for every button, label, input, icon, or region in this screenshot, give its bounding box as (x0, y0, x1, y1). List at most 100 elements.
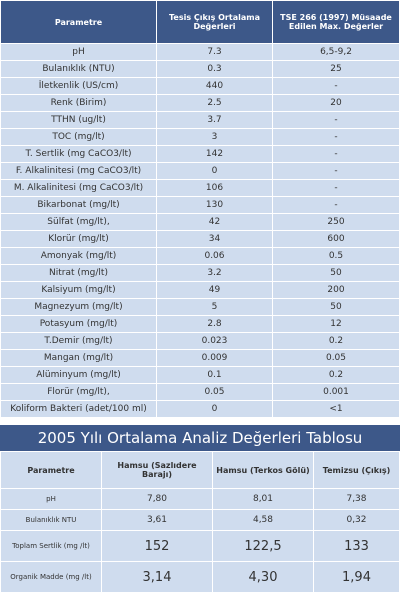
header-cell: Temizsu (Çıkış) (314, 452, 399, 488)
row: Potasyum (mg/lt) 2.8 12 (1, 316, 399, 332)
value-cell: 122,5 (213, 531, 313, 561)
parameter-cell: Bulanıklık (NTU) (1, 61, 156, 77)
value-cell: 0 (157, 163, 272, 179)
value-cell: - (273, 197, 399, 213)
row: T. Sertlik (mg CaCO3/lt) 142- (1, 146, 399, 162)
value-cell: 106 (157, 180, 272, 196)
value-cell: 4,58 (213, 510, 313, 530)
row: İletkenlik (US/cm) 440- (1, 78, 399, 94)
row: TTHN (ug/lt) 3.7- (1, 112, 399, 128)
value-cell: 0.1 (157, 367, 272, 383)
value-cell: 152 (102, 531, 212, 561)
row: T.Demir (mg/lt) 0.023 0.2 (1, 333, 399, 349)
row: Sülfat (mg/lt), 42 250 (1, 214, 399, 230)
value-cell: 0,32 (314, 510, 399, 530)
row: Nitrat (mg/lt) 3.2 50 (1, 265, 399, 281)
value-cell: 34 (157, 231, 272, 247)
table-main: Parametre Tesis Çıkış Ortalama Değerleri T… (1, 1, 399, 417)
parameter-cell: TOC (mg/lt) (1, 129, 156, 145)
value-cell: 3 (157, 129, 272, 145)
value-cell: 0.2 (273, 333, 399, 349)
header-cell: Parametre (1, 1, 156, 43)
value-cell: 2.5 (157, 95, 272, 111)
value-cell: 7.3 (157, 44, 272, 60)
value-cell: - (273, 146, 399, 162)
value-cell: 25 (273, 61, 399, 77)
row: Amonyak (mg/lt) 0.06 0.5 (1, 248, 399, 264)
value-cell: - (273, 163, 399, 179)
header-cell: Parametre (1, 452, 101, 488)
value-cell: 50 (273, 299, 399, 315)
value-cell: 0.3 (157, 61, 272, 77)
value-cell: - (273, 180, 399, 196)
value-cell: 0.001 (273, 384, 399, 400)
row: TOC (mg/lt) 3- (1, 129, 399, 145)
value-cell: 7,80 (102, 489, 212, 509)
value-cell: 440 (157, 78, 272, 94)
value-cell: - (273, 129, 399, 145)
table-title: 2005 Yılı Ortalama Analiz Değerleri Tabl… (0, 425, 400, 451)
parameter-cell: Sülfat (mg/lt), (1, 214, 156, 230)
row: pH 7,80 8,01 7,38 (1, 489, 399, 509)
value-cell: 3,14 (102, 562, 212, 592)
value-cell: 8,01 (213, 489, 313, 509)
value-cell: - (273, 112, 399, 128)
value-cell: 133 (314, 531, 399, 561)
parameter-cell: Magnezyum (mg/lt) (1, 299, 156, 315)
row: Bulanıklık (NTU) 0.3 25 (1, 61, 399, 77)
value-cell: 0.5 (273, 248, 399, 264)
value-cell: 250 (273, 214, 399, 230)
row: M. Alkalinitesi (mg CaCO3/lt) 106- (1, 180, 399, 196)
parameter-cell: Organik Madde (mg /lt) (1, 562, 101, 592)
parameter-cell: pH (1, 489, 101, 509)
parameter-cell: T.Demir (mg/lt) (1, 333, 156, 349)
value-cell: 2.8 (157, 316, 272, 332)
value-cell: 3.2 (157, 265, 272, 281)
row: Mangan (mg/lt) 0.009 0.05 (1, 350, 399, 366)
parameter-cell: Kalsiyum (mg/lt) (1, 282, 156, 298)
header-cell: Hamsu (Terkos Gölü) (213, 452, 313, 488)
table-2005: Parametre Hamsu (Sazlıdere Barajı) Hamsu (… (0, 451, 400, 593)
row: Renk (Birim) 2.5 20 (1, 95, 399, 111)
parameter-cell: Renk (Birim) (1, 95, 156, 111)
row: Klorür (mg/lt) 34 600 (1, 231, 399, 247)
value-cell: 130 (157, 197, 272, 213)
row: Kalsiyum (mg/lt) 49 200 (1, 282, 399, 298)
value-cell: 12 (273, 316, 399, 332)
value-cell: 42 (157, 214, 272, 230)
parameter-cell: T. Sertlik (mg CaCO3/lt) (1, 146, 156, 162)
value-cell: <1 (273, 401, 399, 417)
row: Toplam Sertlik (mg /lt) 152 122,5 133 (1, 531, 399, 561)
value-cell: 7,38 (314, 489, 399, 509)
parameter-cell: Nitrat (mg/lt) (1, 265, 156, 281)
row: Organik Madde (mg /lt) 3,14 4,30 1,94 (1, 562, 399, 592)
row: Magnezyum (mg/lt) 5 50 (1, 299, 399, 315)
row: Bikarbonat (mg/lt) 130- (1, 197, 399, 213)
value-cell: 0.2 (273, 367, 399, 383)
value-cell: 3,61 (102, 510, 212, 530)
row: Koliform Bakteri (adet/100 ml) 0 <1 (1, 401, 399, 417)
parameter-cell: Toplam Sertlik (mg /lt) (1, 531, 101, 561)
row: pH 7.3 6,5-9,2 (1, 44, 399, 60)
value-cell: 20 (273, 95, 399, 111)
value-cell: 0.023 (157, 333, 272, 349)
parameter-cell: Koliform Bakteri (adet/100 ml) (1, 401, 156, 417)
row: F. Alkalinitesi (mg CaCO3/lt) 0- (1, 163, 399, 179)
row: Florür (mg/lt), 0.05 0.001 (1, 384, 399, 400)
value-cell: 50 (273, 265, 399, 281)
value-cell: 0.06 (157, 248, 272, 264)
parameter-cell: Bikarbonat (mg/lt) (1, 197, 156, 213)
header-cell: TSE 266 (1997) Müsaade Edilen Max. Değer… (273, 1, 399, 43)
header-cell: Tesis Çıkış Ortalama Değerleri (157, 1, 272, 43)
value-cell: 600 (273, 231, 399, 247)
value-cell: 0.009 (157, 350, 272, 366)
parameter-cell: M. Alkalinitesi (mg CaCO3/lt) (1, 180, 156, 196)
value-cell: 200 (273, 282, 399, 298)
parameter-cell: pH (1, 44, 156, 60)
parameter-cell: İletkenlik (US/cm) (1, 78, 156, 94)
value-cell: 0 (157, 401, 272, 417)
value-cell: - (273, 78, 399, 94)
parameter-cell: Klorür (mg/lt) (1, 231, 156, 247)
parameter-cell: Mangan (mg/lt) (1, 350, 156, 366)
